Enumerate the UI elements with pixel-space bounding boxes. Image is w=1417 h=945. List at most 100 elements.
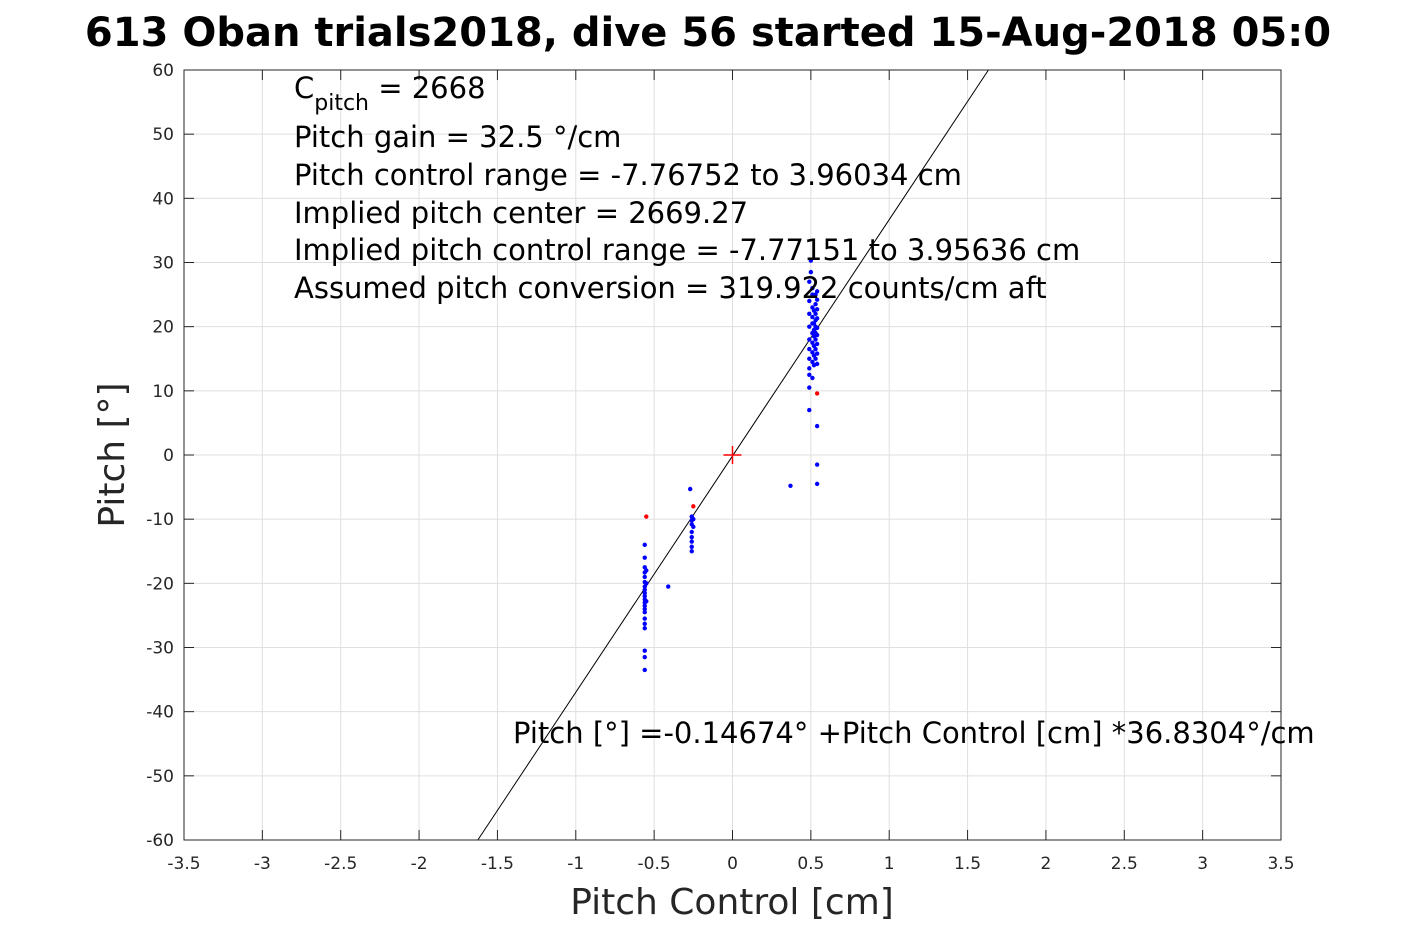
y-tick-label: -60 xyxy=(146,831,174,851)
data-point xyxy=(644,514,649,519)
data-point xyxy=(642,542,647,548)
y-tick-label: 20 xyxy=(152,318,174,338)
data-point xyxy=(813,356,818,361)
data-point xyxy=(691,524,696,530)
data-point xyxy=(814,297,820,302)
y-axis-label: Pitch [°] xyxy=(92,382,133,527)
data-point xyxy=(788,483,793,488)
data-point xyxy=(642,621,647,626)
implied-pitch-center-annotation: Implied pitch center = 2669.27 xyxy=(294,196,748,230)
data-point xyxy=(644,568,649,573)
x-tick-label: -3.5 xyxy=(167,854,200,874)
x-axis-label: Pitch Control [cm] xyxy=(570,882,894,923)
y-tick-label: 0 xyxy=(163,446,174,466)
x-tick-label: 3 xyxy=(1197,854,1208,874)
data-point xyxy=(810,314,815,320)
data-point xyxy=(687,486,693,492)
data-point xyxy=(807,279,812,284)
c-pitch-subscript: pitch xyxy=(314,91,369,116)
data-point xyxy=(642,654,647,660)
data-point xyxy=(691,504,696,509)
y-tick-label: -40 xyxy=(146,703,174,723)
data-point xyxy=(814,462,820,467)
data-point xyxy=(807,346,812,352)
x-tick-label: 0 xyxy=(727,854,738,874)
data-point xyxy=(642,590,647,596)
data-point xyxy=(814,332,820,338)
data-point xyxy=(807,356,812,361)
data-point xyxy=(807,324,812,329)
chart-title: 613 Oban trials2018, dive 56 started 15-… xyxy=(85,10,1331,56)
axis-ticks xyxy=(183,69,1282,841)
data-point xyxy=(642,610,647,615)
data-point xyxy=(814,351,820,356)
data-point xyxy=(814,423,820,429)
data-point xyxy=(689,534,694,540)
data-point xyxy=(814,481,820,487)
x-tick-label: 2 xyxy=(1041,854,1052,874)
data-point xyxy=(689,544,694,549)
data-point xyxy=(813,337,818,342)
y-tick-label: 30 xyxy=(152,254,174,274)
data-point xyxy=(642,593,647,599)
data-point xyxy=(642,648,647,653)
data-point xyxy=(813,346,818,352)
data-point xyxy=(691,516,696,522)
pitch-control-range-annotation: Pitch control range = -7.76752 to 3.9603… xyxy=(294,158,962,192)
data-point xyxy=(642,587,647,592)
data-point xyxy=(807,298,812,304)
data-point xyxy=(807,407,812,413)
y-tick-label: -20 xyxy=(146,574,174,594)
data-point xyxy=(689,529,694,535)
data-point xyxy=(642,574,647,580)
grid xyxy=(183,69,1282,841)
data-point xyxy=(813,302,818,307)
center-marker-group xyxy=(723,446,742,464)
data-point xyxy=(642,626,647,631)
x-tick-label: -1 xyxy=(567,854,584,874)
implied-pitch-range-annotation: Implied pitch control range = -7.77151 t… xyxy=(294,233,1080,267)
data-point xyxy=(808,258,814,263)
data-point xyxy=(808,269,814,275)
fit-equation-annotation: Pitch [°] =-0.14674° +Pitch Control [cm]… xyxy=(513,716,1315,750)
y-tick-labels: -60 -50 -40 -30 -20 -10 0 10 20 30 40 50 60 xyxy=(146,61,174,851)
c-pitch-annotation: Cpitch = 2668 xyxy=(294,71,486,116)
data-point xyxy=(814,325,820,331)
x-tick-label: 2.5 xyxy=(1111,854,1138,874)
data-points xyxy=(642,258,820,673)
data-point xyxy=(814,316,820,321)
y-tick-label: -50 xyxy=(146,767,174,787)
y-tick-label: 60 xyxy=(152,61,174,81)
x-tick-label: -3 xyxy=(254,854,271,874)
x-tick-label: -2 xyxy=(411,854,428,874)
data-point xyxy=(689,549,694,554)
x-tick-label: -1.5 xyxy=(481,854,514,874)
data-point xyxy=(642,606,647,612)
x-tick-label: 1.5 xyxy=(954,854,981,874)
data-point xyxy=(644,581,649,586)
data-point xyxy=(807,372,812,377)
data-point xyxy=(642,555,647,560)
x-tick-label: 1 xyxy=(884,854,895,874)
data-point xyxy=(814,391,820,396)
y-tick-label: -30 xyxy=(146,639,174,659)
data-point xyxy=(807,337,812,342)
y-tick-label: 50 xyxy=(152,125,174,145)
data-point xyxy=(642,603,647,608)
x-tick-label: -2.5 xyxy=(324,854,357,874)
data-point xyxy=(807,366,812,371)
data-point xyxy=(814,361,820,367)
y-tick-label: 10 xyxy=(152,382,174,402)
data-point xyxy=(814,341,820,347)
data-point xyxy=(807,385,812,390)
data-point xyxy=(810,292,815,297)
data-point xyxy=(642,616,647,621)
y-tick-label: 40 xyxy=(152,189,174,209)
c-pitch-main: C xyxy=(294,71,314,105)
c-pitch-value: = 2668 xyxy=(369,71,486,105)
data-point xyxy=(689,539,694,544)
data-point xyxy=(814,289,820,294)
data-point xyxy=(666,584,671,589)
data-point xyxy=(813,311,818,317)
pitch-gain-annotation: Pitch gain = 32.5 °/cm xyxy=(294,120,621,154)
